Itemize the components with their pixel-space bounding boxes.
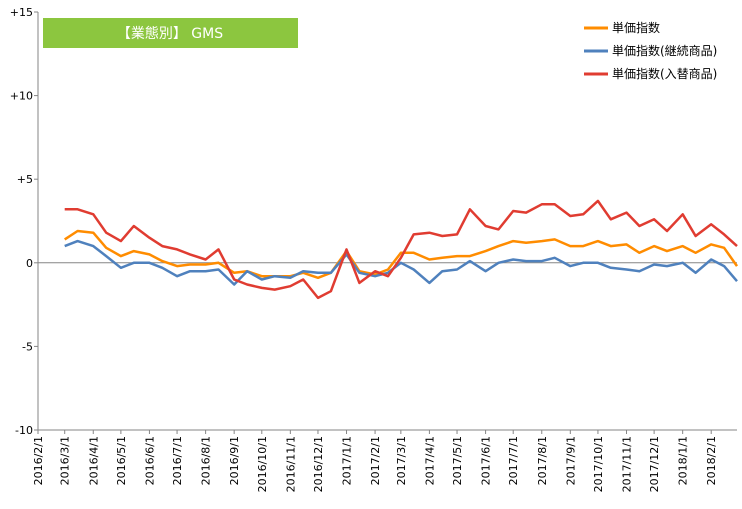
series-line-3 xyxy=(64,199,738,300)
x-tick-label: 2016/2/1 xyxy=(32,436,45,485)
y-tick-label: +15 xyxy=(10,6,33,19)
x-tick-label: 2017/3/1 xyxy=(395,436,408,485)
x-tick-label: 2017/5/1 xyxy=(451,436,464,485)
x-tick-label: 2016/3/1 xyxy=(59,436,72,485)
x-tick-label: 2016/6/1 xyxy=(143,436,156,485)
x-tick-label: 2017/4/1 xyxy=(423,436,436,485)
x-tick-label: 2016/4/1 xyxy=(87,436,100,485)
x-tick-label: 2017/8/1 xyxy=(536,436,549,485)
x-tick-label: 2016/8/1 xyxy=(200,436,213,485)
x-axis: 2016/2/1 2016/3/1 2016/4/1 2016/5/1 2016/6/1… xyxy=(32,262,737,492)
x-tick-label: 2016/7/1 xyxy=(171,436,184,485)
chart-title-text: 【業態別】 GMS xyxy=(117,26,223,42)
x-tick-label: 2017/12/1 xyxy=(648,436,661,492)
x-tick-label: 2017/6/1 xyxy=(480,436,493,485)
legend-label: 単価指数(継続商品) xyxy=(612,43,717,58)
series-lines xyxy=(64,199,739,300)
legend-label: 単価指数(入替商品) xyxy=(612,66,717,81)
x-tick-label: 2018/2/1 xyxy=(705,436,718,485)
x-tick-label: 2016/9/1 xyxy=(228,436,241,485)
y-axis: +15 +10 +5 0 -5 -10 xyxy=(10,6,39,437)
x-tick-label: 2017/10/1 xyxy=(592,436,605,492)
legend-label: 単価指数 xyxy=(612,20,660,35)
y-tick-label: -5 xyxy=(22,340,33,353)
chart-title: 【業態別】 GMS xyxy=(43,18,298,48)
chart-title-background xyxy=(43,18,298,48)
x-tick-label: 2018/1/1 xyxy=(677,436,690,485)
x-tick-label: 2017/7/1 xyxy=(507,436,520,485)
y-tick-label: -10 xyxy=(15,424,33,437)
y-tick-label: 0 xyxy=(26,257,33,270)
series-line-1 xyxy=(64,229,739,280)
x-tick-label: 2017/9/1 xyxy=(564,436,577,485)
x-tick-label: 2017/2/1 xyxy=(369,436,382,485)
x-tick-label: 2016/11/1 xyxy=(284,436,297,492)
x-tick-label: 2016/5/1 xyxy=(115,436,128,485)
series-line-2 xyxy=(64,239,738,286)
y-tick-label: +5 xyxy=(17,173,33,186)
x-tick-label: 2017/1/1 xyxy=(341,436,354,485)
x-tick-label: 2016/12/1 xyxy=(312,436,325,492)
x-tick-label: 2016/10/1 xyxy=(256,436,269,492)
x-tick-label: 2017/11/1 xyxy=(620,436,633,492)
y-tick-label: +10 xyxy=(10,90,33,103)
